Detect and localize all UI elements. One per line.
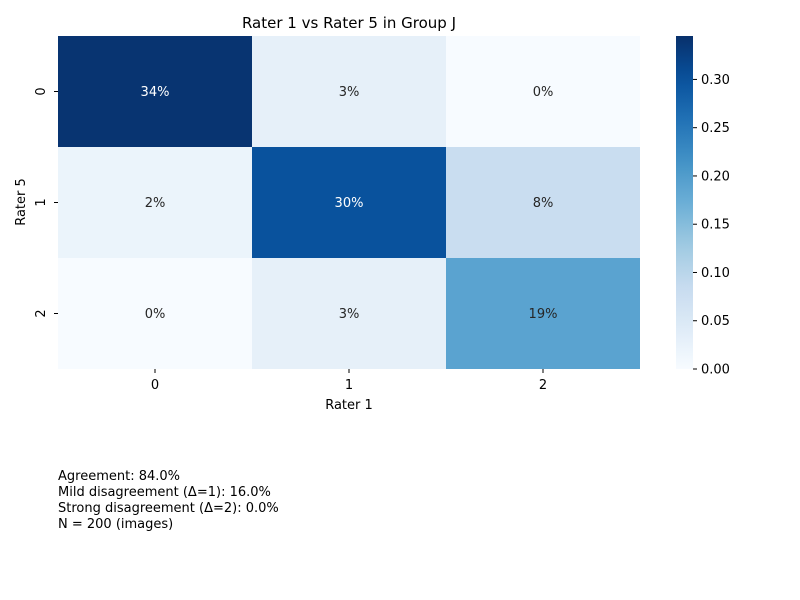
heatmap-cell-0-2: [446, 36, 640, 147]
heatmap-cell-0-1: [252, 36, 446, 147]
colorbar-tick-label-5: 0.25: [701, 121, 730, 136]
stats-summary: Agreement: 84.0% Mild disagreement (Δ=1)…: [58, 469, 279, 533]
heatmap-cell-2-0: [58, 258, 252, 369]
y-tick-label-2: 2: [34, 309, 49, 317]
x-tick-label-2: 2: [539, 378, 547, 393]
cell-label-2-2: 19%: [529, 307, 558, 322]
heatmap-cell-2-2: [446, 258, 640, 369]
cell-label-0-0: 34%: [141, 85, 170, 100]
x-axis-label: Rater 1: [325, 398, 373, 413]
colorbar-gradient: [676, 36, 693, 369]
heatmap-cell-2-1: [252, 258, 446, 369]
cell-label-2-0: 0%: [145, 307, 166, 322]
x-axis: 0 1 2: [151, 369, 547, 393]
strong-disagreement-text: Strong disagreement (Δ=2): 0.0%: [58, 501, 279, 516]
mild-disagreement-text: Mild disagreement (Δ=1): 16.0%: [58, 485, 271, 500]
colorbar-tick-label-6: 0.30: [701, 73, 730, 88]
x-tick-label-0: 0: [151, 378, 159, 393]
colorbar-tick-label-2: 0.10: [701, 266, 730, 281]
y-tick-label-0: 0: [34, 87, 49, 95]
y-tick-label-1: 1: [34, 198, 49, 206]
chart-title: Rater 1 vs Rater 5 in Group J: [242, 14, 456, 32]
heatmap-cell-1-2: [446, 147, 640, 258]
colorbar: [676, 36, 693, 369]
heatmap-cell-0-0: [58, 36, 252, 147]
sample-size-text: N = 200 (images): [58, 517, 174, 532]
heatmap-cell-1-0: [58, 147, 252, 258]
x-tick-label-1: 1: [345, 378, 353, 393]
cell-label-2-1: 3%: [339, 307, 360, 322]
y-axis-label: Rater 5: [14, 178, 29, 226]
cell-label-0-2: 0%: [533, 85, 554, 100]
colorbar-tick-label-4: 0.20: [701, 169, 730, 184]
colorbar-tick-label-3: 0.15: [701, 218, 730, 233]
cell-label-0-1: 3%: [339, 85, 360, 100]
cell-label-1-1: 30%: [335, 196, 364, 211]
cell-label-1-0: 2%: [145, 196, 166, 211]
colorbar-tick-label-0: 0.00: [701, 363, 730, 378]
heatmap-cells: 34% 3% 0% 2% 30% 8% 0% 3% 19%: [58, 36, 640, 369]
colorbar-ticks: 0.00 0.05 0.10 0.15 0.20 0.25 0.30: [693, 73, 730, 378]
heatmap-cell-1-1: [252, 147, 446, 258]
cell-label-1-2: 8%: [533, 196, 554, 211]
y-axis: 0 1 2: [34, 87, 58, 318]
colorbar-tick-label-1: 0.05: [701, 314, 730, 329]
agreement-text: Agreement: 84.0%: [58, 469, 181, 484]
